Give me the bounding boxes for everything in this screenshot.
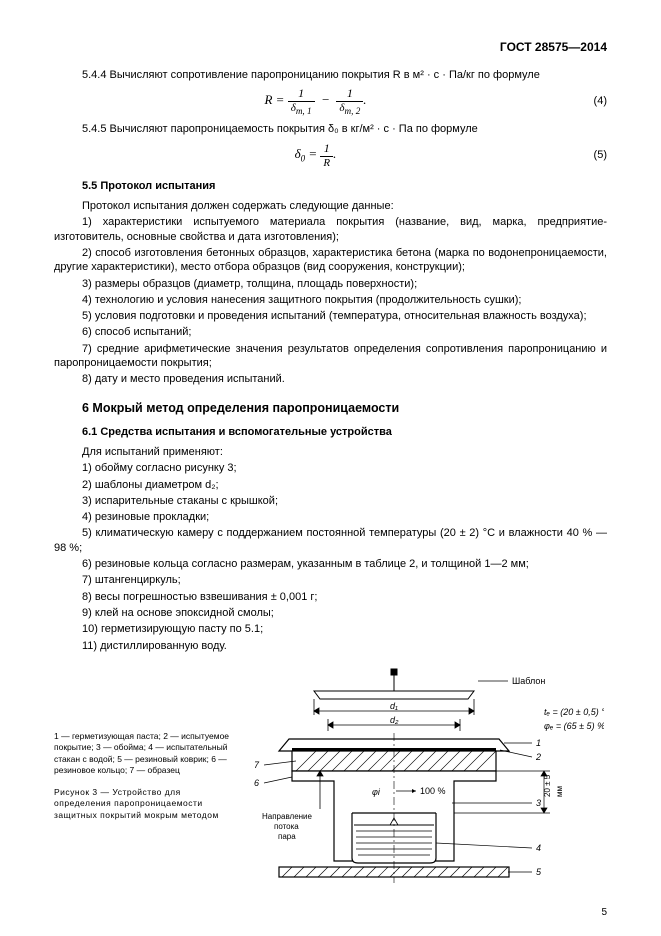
list-item: 7) штангенциркуль;	[54, 573, 607, 587]
figure-3-caption: 1 — герметизующая паста; 2 — испытуемое …	[54, 663, 244, 896]
label-d1: d₁	[390, 701, 398, 711]
callout-2: 2	[535, 752, 541, 762]
figure-3-title: Рисунок 3 — Устройство для определения п…	[54, 787, 234, 821]
callout-4: 4	[536, 843, 541, 853]
paragraph-544: 5.4.4 Вычисляют сопротивление паропрониц…	[54, 68, 607, 82]
list-item: 5) климатическую камеру с поддержанием п…	[54, 526, 607, 555]
section-6-1-intro: Для испытаний применяют:	[54, 445, 607, 459]
doc-header: ГОСТ 28575—2014	[54, 40, 607, 54]
figure-3-svg: Шаблон tₑ = (20 ± 0,5) °C φₑ = (65 ± 5) …	[244, 663, 607, 896]
label-flow-2: потока	[274, 822, 299, 831]
document-page: ГОСТ 28575—2014 5.4.4 Вычисляют сопротив…	[0, 0, 661, 936]
section-6-1-title: 6.1 Средства испытания и вспомогательные…	[54, 425, 607, 439]
paragraph-545: 5.4.5 Вычисляют паропроницаемость покрыт…	[54, 122, 607, 136]
list-item: 10) герметизирующую пасту по 5.1;	[54, 622, 607, 636]
formula-5-number: (5)	[577, 149, 607, 161]
list-item: 11) дистиллированную воду.	[54, 639, 607, 653]
device-diagram: Шаблон tₑ = (20 ± 0,5) °C φₑ = (65 ± 5) …	[244, 663, 604, 893]
figure-3-area: 1 — герметизующая паста; 2 — испытуемое …	[54, 663, 607, 896]
callout-1: 1	[536, 738, 541, 748]
list-item: 7) средние арифметические значения резул…	[54, 342, 607, 371]
formula-4-number: (4)	[577, 95, 607, 107]
label-phi-i: φi	[372, 787, 381, 797]
formula-5-body: δ0 = 1R.	[54, 141, 577, 169]
formula-4-body: R = 1δm, 1 − 1δm, 2.	[54, 86, 577, 116]
label-te: tₑ = (20 ± 0,5) °C	[544, 707, 604, 717]
formula-4: R = 1δm, 1 − 1δm, 2. (4)	[54, 86, 607, 116]
section-5-5-list: 1) характеристики испытуемого материала …	[54, 215, 607, 386]
list-item: 4) технологию и условия нанесения защитн…	[54, 293, 607, 307]
list-item: 2) способ изготовления бетонных образцов…	[54, 246, 607, 275]
list-item: 6) способ испытаний;	[54, 325, 607, 339]
label-flow-1: Направление	[262, 812, 313, 821]
callout-3: 3	[536, 798, 541, 808]
list-item: 2) шаблоны диаметром d₂;	[54, 478, 607, 492]
section-6-title: 6 Мокрый метод определения паропроницаем…	[82, 401, 607, 415]
list-item: 3) размеры образцов (диаметр, толщина, п…	[54, 277, 607, 291]
list-item: 1) характеристики испытуемого материала …	[54, 215, 607, 244]
label-dim-20: 20 ± 5	[543, 774, 552, 797]
list-item: 6) резиновые кольца согласно размерам, у…	[54, 557, 607, 571]
label-phie: φₑ = (65 ± 5) %	[544, 721, 604, 731]
list-item: 3) испарительные стаканы с крышкой;	[54, 494, 607, 508]
label-mm: мм	[555, 786, 564, 797]
callout-5: 5	[536, 867, 542, 877]
figure-3-legend: 1 — герметизующая паста; 2 — испытуемое …	[54, 731, 234, 777]
section-5-5-title: 5.5 Протокол испытания	[54, 179, 607, 193]
section-6-1-list: 1) обойму согласно рисунку 3; 2) шаблоны …	[54, 461, 607, 653]
callout-7: 7	[254, 760, 260, 770]
list-item: 4) резиновые прокладки;	[54, 510, 607, 524]
list-item: 9) клей на основе эпоксидной смолы;	[54, 606, 607, 620]
page-number: 5	[601, 907, 607, 918]
label-flow-3: пара	[278, 832, 296, 841]
list-item: 8) дату и место проведения испытаний.	[54, 372, 607, 386]
formula-5: δ0 = 1R. (5)	[54, 141, 607, 169]
label-shablon: Шаблон	[512, 676, 545, 686]
list-item: 1) обойму согласно рисунку 3;	[54, 461, 607, 475]
label-100pct: 100 %	[420, 786, 446, 796]
list-item: 5) условия подготовки и проведения испыт…	[54, 309, 607, 323]
list-item: 8) весы погрешностью взвешивания ± 0,001…	[54, 590, 607, 604]
section-5-5-intro: Протокол испытания должен содержать след…	[54, 199, 607, 213]
label-d2: d₂	[390, 715, 399, 725]
callout-6: 6	[254, 778, 259, 788]
